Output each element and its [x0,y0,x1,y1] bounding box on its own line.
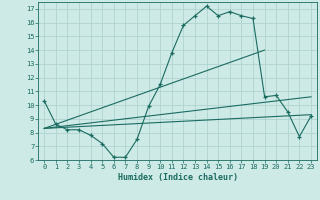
X-axis label: Humidex (Indice chaleur): Humidex (Indice chaleur) [118,173,238,182]
